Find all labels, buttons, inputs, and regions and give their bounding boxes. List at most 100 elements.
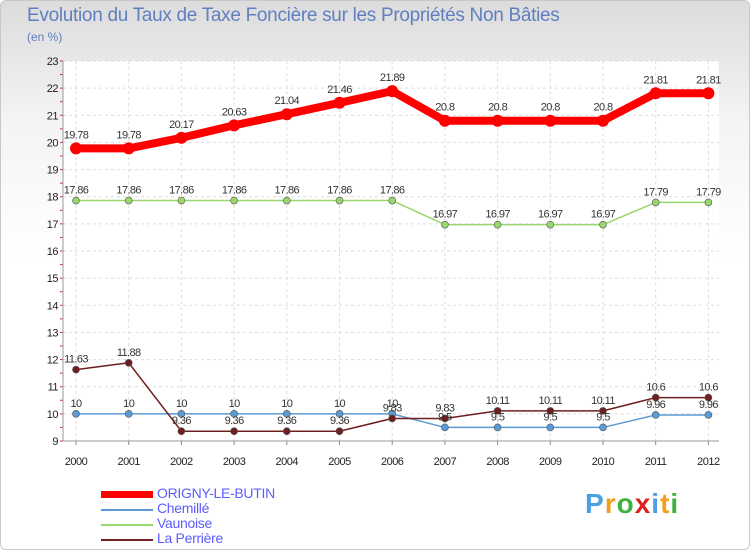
data-point [124, 196, 133, 205]
data-label: 11.88 [117, 347, 141, 359]
legend-swatch [101, 539, 153, 541]
chart-title: Evolution du Taux de Taxe Foncière sur l… [27, 5, 560, 26]
y-tick-label: 18 [47, 192, 59, 204]
data-label: 9.83 [435, 402, 454, 414]
data-point [702, 87, 715, 100]
data-label: 9.36 [330, 415, 349, 427]
data-label: 9.96 [646, 399, 665, 411]
data-label: 9.5 [438, 411, 452, 423]
data-label: 10 [229, 398, 241, 410]
y-tick-label: 23 [47, 56, 59, 68]
data-label: 10 [176, 398, 188, 410]
data-label: 17.86 [327, 185, 352, 197]
data-label: 9.5 [596, 411, 610, 423]
data-label: 17.79 [643, 186, 668, 198]
data-point [177, 196, 186, 205]
y-tick-label: 9 [52, 436, 58, 448]
data-label: 17.86 [64, 185, 89, 197]
data-label: 9.36 [225, 415, 244, 427]
data-label: 17.79 [696, 186, 721, 198]
data-point [544, 114, 557, 127]
y-tick-label: 21 [47, 110, 59, 122]
data-point [280, 108, 293, 121]
data-label: 10 [387, 398, 399, 410]
data-point [282, 196, 291, 205]
logo-letter: t [660, 488, 671, 519]
legend-label: Vaunoise [157, 515, 212, 531]
data-label: 9.83 [383, 402, 402, 414]
data-point [441, 414, 449, 423]
data-point [441, 423, 449, 432]
data-point [177, 410, 186, 418]
unit-label: (en %) [27, 30, 63, 44]
legend-label: La Perrière [157, 530, 223, 546]
x-tick-label: 2000 [65, 456, 88, 468]
data-point [651, 411, 660, 419]
data-point [388, 414, 397, 423]
data-point [649, 87, 662, 100]
legend-label: ORIGNY-LE-BUTIN [157, 485, 275, 501]
y-tick-label: 20 [47, 137, 59, 149]
data-point [335, 410, 344, 418]
x-tick-label: 2012 [697, 456, 720, 468]
data-label: 21.89 [380, 72, 405, 84]
data-label: 20.8 [541, 102, 560, 114]
data-label: 10 [70, 398, 82, 410]
logo-letter: i [651, 488, 661, 519]
data-label: 20.63 [222, 106, 247, 118]
logo-letter: x [634, 488, 652, 519]
data-point [651, 198, 660, 207]
data-label: 10 [334, 398, 346, 410]
data-point [335, 427, 344, 436]
data-point [704, 198, 713, 207]
data-label: 9.5 [544, 411, 558, 423]
data-label: 10.11 [591, 395, 615, 407]
y-tick-label: 17 [47, 219, 59, 231]
data-point [491, 114, 504, 127]
data-point [493, 423, 502, 432]
data-label: 16.97 [485, 209, 510, 221]
data-point [546, 220, 555, 229]
x-tick-label: 2005 [328, 456, 351, 468]
data-point [651, 393, 660, 402]
data-point [282, 427, 291, 436]
data-point [72, 196, 80, 205]
data-point [493, 220, 502, 229]
data-point [124, 359, 133, 367]
data-point [599, 423, 607, 432]
data-point [335, 196, 344, 205]
y-tick-label: 22 [47, 83, 59, 95]
x-tick-label: 2004 [276, 456, 299, 468]
data-point [438, 114, 451, 127]
data-label: 17.86 [116, 185, 141, 197]
data-label: 9.36 [172, 415, 191, 427]
y-tick-label: 19 [47, 165, 59, 177]
x-tick-label: 2001 [117, 456, 140, 468]
logo-letter: r [604, 488, 617, 519]
data-point [493, 407, 502, 415]
x-tick-label: 2008 [486, 456, 509, 468]
legend-swatch [101, 524, 153, 526]
data-label: 21.81 [696, 74, 721, 86]
legend-swatch [101, 491, 153, 498]
data-label: 17.86 [169, 185, 194, 197]
proxiti-logo: Proxiti [585, 488, 679, 520]
data-label: 9.36 [277, 415, 296, 427]
logo-letter: i [670, 488, 680, 519]
x-tick-label: 2002 [170, 456, 193, 468]
data-point [175, 131, 188, 144]
data-point [441, 220, 449, 229]
data-label: 19.78 [64, 129, 89, 141]
data-label: 20.8 [488, 102, 507, 114]
data-label: 10 [123, 398, 135, 410]
data-point [386, 85, 399, 98]
data-label: 20.8 [435, 102, 454, 114]
data-point [704, 393, 713, 402]
data-label: 10 [281, 398, 293, 410]
data-point [230, 196, 238, 205]
data-label: 20.17 [169, 119, 194, 131]
data-label: 9.5 [491, 411, 505, 423]
data-label: 21.46 [327, 84, 352, 96]
logo-letter: P [585, 488, 605, 519]
